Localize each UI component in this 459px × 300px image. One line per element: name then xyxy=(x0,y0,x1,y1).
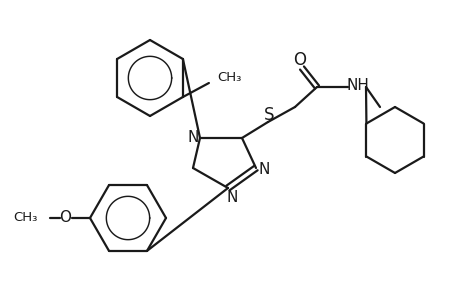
Text: CH₃: CH₃ xyxy=(217,70,241,83)
Text: N: N xyxy=(258,161,269,176)
Text: O: O xyxy=(293,51,306,69)
Text: S: S xyxy=(263,106,274,124)
Text: N: N xyxy=(226,190,237,206)
Text: O: O xyxy=(59,211,71,226)
Text: NH: NH xyxy=(346,77,369,92)
Text: N: N xyxy=(187,130,198,145)
Text: CH₃: CH₃ xyxy=(14,212,38,224)
